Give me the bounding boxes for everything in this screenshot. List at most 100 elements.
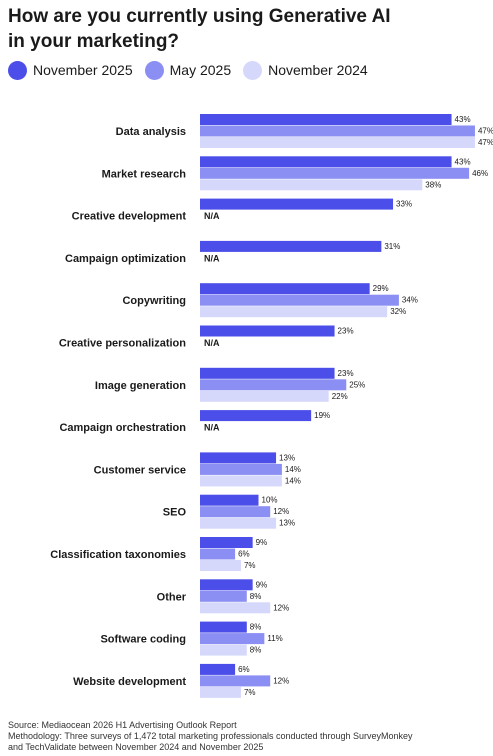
na-label-creative-personalization: N/A <box>204 338 220 348</box>
value-label-market-research-november-2024: 38% <box>425 180 441 189</box>
methodology-note-line-1: Methodology: Three surveys of 1,472 tota… <box>8 731 413 741</box>
bar-creative-personalization-november-2025 <box>200 325 335 337</box>
category-label-website-development: Website development <box>73 676 186 688</box>
category-label-image-generation: Image generation <box>95 380 186 392</box>
bar-software-coding-may-2025 <box>200 633 265 645</box>
value-label-customer-service-may-2025: 14% <box>285 465 301 474</box>
value-label-data-analysis-november-2025: 43% <box>455 115 471 124</box>
legend-label-november-2024: November 2024 <box>268 62 368 78</box>
value-label-market-research-november-2025: 43% <box>455 157 471 166</box>
value-label-seo-november-2024: 13% <box>279 519 295 528</box>
value-label-campaign-optimization-november-2025: 31% <box>384 242 400 251</box>
bar-copywriting-november-2024 <box>200 306 388 318</box>
methodology-note-line-2: and TechValidate between November 2024 a… <box>8 742 264 752</box>
bar-image-generation-november-2025 <box>200 367 335 379</box>
category-label-customer-service: Customer service <box>94 464 186 476</box>
chart-title: How are you currently using Generative A… <box>8 4 478 54</box>
category-label-creative-development: Creative development <box>72 211 187 223</box>
value-label-market-research-may-2025: 46% <box>472 169 488 178</box>
na-label-creative-development: N/A <box>204 211 220 221</box>
legend-swatch-november-2025 <box>8 60 27 80</box>
bar-classification-taxonomies-may-2025 <box>200 548 236 560</box>
source-note: Source: Mediaocean 2026 H1 Advertising O… <box>8 720 237 730</box>
bar-other-november-2025 <box>200 579 253 591</box>
chart-title-line-2: in your marketing? <box>8 31 180 52</box>
value-label-copywriting-may-2025: 34% <box>402 296 418 305</box>
value-label-seo-may-2025: 12% <box>273 507 289 516</box>
bar-software-coding-november-2024 <box>200 644 247 656</box>
value-label-classification-taxonomies-november-2025: 9% <box>256 538 268 547</box>
legend-item-november-2024: November 2024 <box>243 60 368 80</box>
bar-customer-service-november-2024 <box>200 475 282 487</box>
legend-label-november-2025: November 2025 <box>33 62 133 78</box>
value-label-classification-taxonomies-may-2025: 6% <box>238 550 250 559</box>
value-label-software-coding-may-2025: 11% <box>267 634 282 643</box>
value-label-other-november-2025: 9% <box>256 580 268 589</box>
legend-swatch-may-2025 <box>144 60 164 80</box>
bar-customer-service-may-2025 <box>200 463 282 475</box>
bar-website-development-may-2025 <box>200 675 271 687</box>
legend-item-may-2025: May 2025 <box>144 60 232 80</box>
bar-seo-may-2025 <box>200 506 271 518</box>
category-label-software-coding: Software coding <box>100 634 186 646</box>
value-label-campaign-orchestration-november-2025: 19% <box>314 411 330 420</box>
value-label-other-may-2025: 8% <box>250 592 262 601</box>
bar-image-generation-may-2025 <box>200 379 347 391</box>
value-label-creative-development-november-2025: 33% <box>396 200 412 209</box>
bar-data-analysis-november-2024 <box>200 137 475 148</box>
value-label-website-development-november-2024: 7% <box>244 688 256 697</box>
legend-label-may-2025: May 2025 <box>169 62 232 78</box>
value-label-seo-november-2025: 10% <box>262 496 278 505</box>
value-label-copywriting-november-2025: 29% <box>373 284 389 293</box>
value-label-creative-personalization-november-2025: 23% <box>338 327 354 336</box>
category-label-seo: SEO <box>163 507 187 519</box>
category-label-other: Other <box>157 591 187 603</box>
category-label-copywriting: Copywriting <box>122 295 186 307</box>
category-label-campaign-optimization: Campaign optimization <box>65 253 186 265</box>
category-label-creative-personalization: Creative personalization <box>59 338 186 350</box>
bar-campaign-optimization-november-2025 <box>200 240 382 252</box>
bar-copywriting-november-2025 <box>200 283 370 295</box>
category-label-campaign-orchestration: Campaign orchestration <box>59 422 186 434</box>
bar-market-research-november-2025 <box>200 156 452 168</box>
bar-other-november-2024 <box>200 602 271 614</box>
bar-seo-november-2025 <box>200 494 259 506</box>
value-label-software-coding-november-2024: 8% <box>250 646 262 655</box>
legend: November 2025 May 2025 November 2024 <box>8 58 380 82</box>
value-label-data-analysis-november-2024: 47% <box>478 138 493 147</box>
bar-other-may-2025 <box>200 590 247 602</box>
na-label-campaign-optimization: N/A <box>204 253 220 263</box>
chart-title-line-1: How are you currently using Generative A… <box>8 6 391 27</box>
bar-creative-development-november-2025 <box>200 198 394 210</box>
value-label-image-generation-november-2024: 22% <box>332 392 348 401</box>
value-label-customer-service-november-2024: 14% <box>285 476 301 485</box>
value-label-image-generation-november-2025: 23% <box>338 369 354 378</box>
category-label-classification-taxonomies: Classification taxonomies <box>50 549 186 561</box>
na-label-campaign-orchestration: N/A <box>204 423 220 433</box>
bar-classification-taxonomies-november-2025 <box>200 537 253 548</box>
bar-classification-taxonomies-november-2024 <box>200 560 241 571</box>
value-label-other-november-2024: 12% <box>273 603 289 612</box>
value-label-website-development-november-2025: 6% <box>238 665 250 674</box>
bar-customer-service-november-2025 <box>200 452 277 464</box>
value-label-customer-service-november-2025: 13% <box>279 453 295 462</box>
bar-seo-november-2024 <box>200 517 277 529</box>
value-label-copywriting-november-2024: 32% <box>390 307 406 316</box>
legend-swatch-november-2024 <box>243 60 263 80</box>
value-label-data-analysis-may-2025: 47% <box>478 127 493 136</box>
value-label-website-development-may-2025: 12% <box>273 676 289 685</box>
value-label-software-coding-november-2025: 8% <box>250 623 262 632</box>
category-label-data-analysis: Data analysis <box>116 126 186 138</box>
bar-data-analysis-may-2025 <box>200 125 475 137</box>
bar-market-research-may-2025 <box>200 167 470 179</box>
bar-software-coding-november-2025 <box>200 621 247 633</box>
bar-image-generation-november-2024 <box>200 390 329 402</box>
bar-website-development-november-2024 <box>200 686 241 698</box>
bar-campaign-orchestration-november-2025 <box>200 410 312 422</box>
legend-item-november-2025: November 2025 <box>8 60 133 80</box>
bar-website-development-november-2025 <box>200 663 236 675</box>
bar-chart: Data analysis 43% 47% 47% Market research 43%… <box>50 114 493 698</box>
bar-data-analysis-november-2025 <box>200 114 452 125</box>
category-label-market-research: Market research <box>102 168 187 180</box>
bar-copywriting-may-2025 <box>200 294 399 306</box>
